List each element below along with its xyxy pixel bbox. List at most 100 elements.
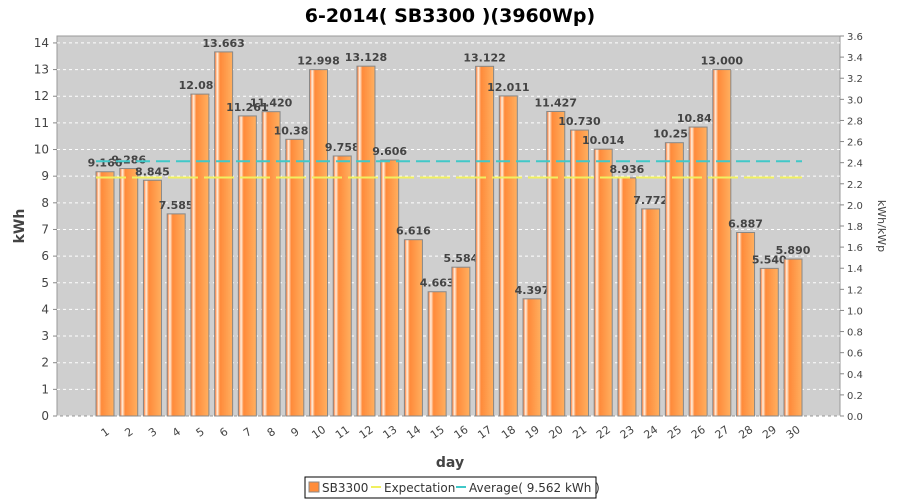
x-tick-label: 3 — [146, 425, 159, 440]
x-tick-label: 14 — [404, 423, 423, 442]
bar-value-label: 5.890 — [776, 244, 811, 257]
x-tick-label: 2 — [122, 425, 135, 440]
x-tick-label: 1 — [99, 425, 112, 440]
y-tick-label: 11 — [34, 116, 49, 130]
bar-value-label: 9.166 — [88, 157, 123, 170]
bar-day-7 — [237, 115, 257, 417]
bar-value-label: 13.663 — [202, 37, 244, 50]
bar-day-10 — [309, 69, 329, 417]
x-tick-label: 7 — [241, 425, 254, 440]
x-tick-label: 11 — [333, 423, 352, 442]
x-tick-label: 10 — [309, 423, 328, 442]
bar-day-5 — [190, 93, 210, 417]
bar-day-22 — [593, 148, 613, 417]
y2-tick-label: 0.6 — [847, 349, 863, 360]
x-tick-label: 19 — [523, 423, 542, 442]
x-tick-label: 20 — [547, 423, 566, 442]
bar-day-13 — [380, 159, 400, 417]
bar-day-14 — [403, 239, 423, 417]
x-tick-label: 18 — [499, 423, 518, 442]
x-tick-label: 28 — [736, 423, 755, 442]
legend — [304, 476, 597, 499]
y2-tick-label: 2.6 — [847, 138, 863, 149]
x-tick-label: 26 — [689, 423, 708, 442]
y2-tick-label: 1.2 — [847, 285, 863, 296]
bar-value-label: 8.936 — [610, 163, 645, 176]
y2-tick-label: 2.2 — [847, 180, 863, 191]
x-tick-label: 6 — [217, 425, 230, 440]
bar-day-30 — [783, 258, 803, 417]
y2-tick-label: 2.0 — [847, 201, 863, 212]
bar-value-label: 13.000 — [701, 55, 744, 68]
bar-day-9 — [285, 138, 305, 417]
y-tick-label: 9 — [41, 169, 49, 183]
y2-tick-label: 0.2 — [847, 391, 863, 402]
bar-value-label: 5.584 — [443, 252, 478, 265]
bar-value-label: 6.616 — [396, 225, 431, 238]
bar-value-label: 10.730 — [558, 115, 601, 128]
bar-value-label: 9.606 — [372, 145, 407, 158]
y2-tick-label: 3.4 — [847, 53, 863, 64]
bar-day-2 — [119, 168, 139, 417]
bar-value-label: 12.080 — [179, 79, 222, 92]
bar-value-label: 12.011 — [487, 81, 529, 94]
y-tick-label: 6 — [41, 249, 49, 263]
x-tick-label: 25 — [665, 423, 684, 442]
bar-day-28 — [736, 231, 756, 417]
y2-tick-label: 3.2 — [847, 74, 863, 85]
y-tick-label: 8 — [41, 196, 49, 210]
bar-value-label: 13.128 — [345, 51, 387, 64]
bar-value-label: 11.427 — [535, 96, 577, 109]
bar-day-29 — [759, 267, 779, 417]
x-tick-label: 5 — [194, 425, 207, 440]
bar-day-21 — [569, 129, 589, 417]
y2-tick-label: 3.0 — [847, 95, 863, 106]
y-tick-label: 3 — [41, 329, 49, 343]
bar-day-4 — [166, 213, 186, 417]
y-tick-label: 13 — [34, 63, 49, 77]
bar-day-11 — [332, 155, 352, 417]
bar-day-23 — [617, 177, 637, 417]
legend-swatch-sb3300 — [308, 481, 320, 493]
x-tick-label: 29 — [760, 423, 779, 442]
x-tick-label: 4 — [170, 425, 183, 440]
bar-value-label: 13.122 — [463, 51, 505, 64]
bar-day-6 — [214, 51, 234, 417]
y2-tick-label: 3.6 — [847, 32, 863, 43]
y2-tick-label: 1.0 — [847, 306, 863, 317]
bar-value-label: 12.998 — [297, 55, 339, 68]
y2-tick-label: 2.8 — [847, 116, 863, 127]
bar-day-24 — [641, 208, 661, 417]
bar-value-label: 11.420 — [250, 97, 293, 110]
bar-value-label: 9.758 — [325, 141, 360, 154]
bar-value-label: 5.540 — [752, 253, 787, 266]
x-tick-label: 15 — [428, 423, 447, 442]
y2-axis-label: kWh/kWp — [875, 200, 888, 252]
y-tick-label: 14 — [34, 36, 49, 50]
x-axis-label: day — [436, 455, 464, 471]
bar-day-27 — [712, 69, 732, 417]
x-tick-label: 24 — [641, 423, 660, 442]
bar-value-label: 10.014 — [582, 134, 625, 147]
bar-value-label: 9.286 — [111, 154, 146, 167]
bar-value-label: 10.383 — [274, 124, 316, 137]
legend-label-sb3300: SB3300 — [322, 481, 368, 495]
y2-tick-label: 0.4 — [847, 370, 863, 381]
bar-day-15 — [427, 291, 447, 417]
y-tick-label: 5 — [41, 276, 49, 290]
y2-tick-label: 2.4 — [847, 159, 863, 170]
y-tick-label: 7 — [41, 222, 49, 236]
y-tick-label: 12 — [34, 89, 49, 103]
bar-day-12 — [356, 65, 376, 417]
bar-value-label: 8.845 — [135, 165, 170, 178]
bar-day-8 — [261, 111, 281, 417]
y-axis-label: kWh — [12, 209, 28, 244]
x-tick-label: 12 — [357, 423, 376, 442]
bar-value-label: 4.397 — [515, 284, 550, 297]
x-tick-label: 30 — [784, 423, 803, 442]
plot-area — [56, 35, 841, 417]
y2-tick-label: 0.8 — [847, 328, 863, 339]
y2-tick-label: 0.0 — [847, 412, 863, 423]
